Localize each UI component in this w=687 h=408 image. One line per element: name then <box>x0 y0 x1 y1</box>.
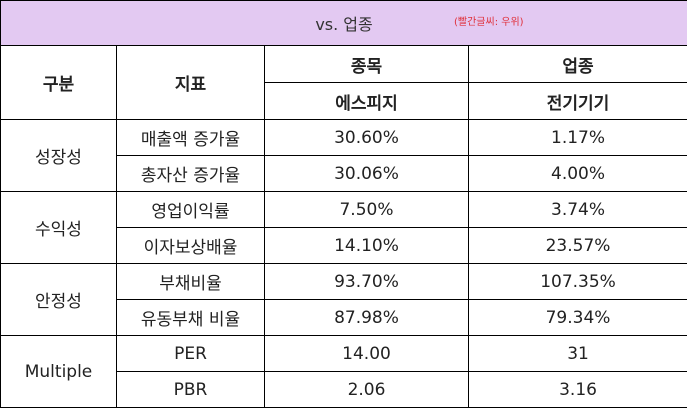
category-cell: 안정성 <box>1 264 117 336</box>
stock-value-cell: 14.10% <box>265 228 469 264</box>
header-indicator: 지표 <box>117 46 265 120</box>
stock-value-cell: 30.06% <box>265 156 469 192</box>
header-stock-name: 에스피지 <box>265 83 469 120</box>
table-row: 수익성 영업이익률 7.50% 3.74% <box>1 192 687 228</box>
category-cell: 성장성 <box>1 120 117 192</box>
stock-value-cell: 7.50% <box>265 192 469 228</box>
indicator-cell: 영업이익률 <box>117 192 265 228</box>
banner: vs. 업종 (빨간글씨: 우위) <box>1 1 687 46</box>
indicator-cell: 유동부채 비율 <box>117 300 265 336</box>
header-category: 구분 <box>1 46 117 120</box>
indicator-cell: 이자보상배율 <box>117 228 265 264</box>
table-row: 안정성 부채비율 93.70% 107.35% <box>1 264 687 300</box>
indicator-cell: 부채비율 <box>117 264 265 300</box>
table-row: 성장성 매출액 증가율 30.60% 1.17% <box>1 120 687 156</box>
category-cell: 수익성 <box>1 192 117 264</box>
industry-value-cell: 3.16 <box>469 372 687 408</box>
stock-value-cell: 87.98% <box>265 300 469 336</box>
indicator-cell: PER <box>117 336 265 372</box>
banner-title: vs. 업종 <box>315 15 372 34</box>
header-stock-group: 종목 <box>265 46 469 83</box>
industry-value-cell: 4.00% <box>469 156 687 192</box>
industry-value-cell: 107.35% <box>469 264 687 300</box>
industry-value-cell: 31 <box>469 336 687 372</box>
indicator-cell: 매출액 증가율 <box>117 120 265 156</box>
category-cell: Multiple <box>1 336 117 408</box>
stock-value-cell: 93.70% <box>265 264 469 300</box>
stock-value-cell: 14.00 <box>265 336 469 372</box>
banner-note: (빨간글씨: 우위) <box>454 13 524 28</box>
table-row: Multiple PER 14.00 31 <box>1 336 687 372</box>
indicator-cell: 총자산 증가율 <box>117 156 265 192</box>
indicator-cell: PBR <box>117 372 265 408</box>
industry-value-cell: 1.17% <box>469 120 687 156</box>
industry-value-cell: 23.57% <box>469 228 687 264</box>
stock-value-cell: 2.06 <box>265 372 469 408</box>
stock-value-cell: 30.60% <box>265 120 469 156</box>
industry-value-cell: 79.34% <box>469 300 687 336</box>
industry-value-cell: 3.74% <box>469 192 687 228</box>
header-industry-group: 업종 <box>469 46 687 83</box>
header-industry-name: 전기기기 <box>469 83 687 120</box>
